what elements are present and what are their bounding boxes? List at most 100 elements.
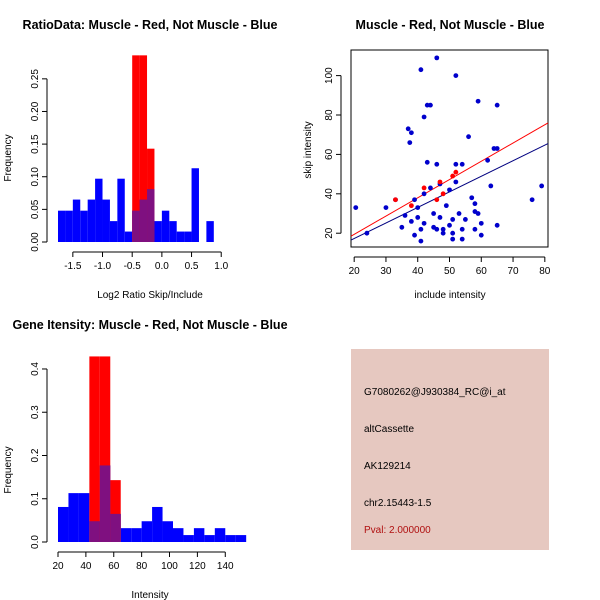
scatter-blue-point — [418, 238, 424, 244]
ratio-blue-bar — [161, 210, 170, 242]
intensity-scatter: Muscle - Red, Not Muscle - Blue 20 30 40 50… — [303, 18, 551, 301]
scatter-blue-point — [475, 98, 481, 104]
scatter-blue-point — [456, 211, 462, 216]
ratio-overlap-bar — [132, 210, 140, 242]
gene-x-tick-label: 60 — [108, 561, 120, 572]
gene-blue-bar — [78, 493, 90, 542]
gene-blue-bar — [235, 535, 247, 542]
ratio-x-tick-label: -0.5 — [124, 261, 142, 272]
ratio-red-bar — [139, 55, 148, 243]
scatter-blue-point — [459, 161, 465, 167]
ratio-x-tick-label: -1.0 — [94, 261, 112, 272]
scatter-blue-point — [443, 203, 449, 209]
ratio-blue-bar — [124, 231, 133, 242]
scatter-y-tick-label: 20 — [324, 227, 335, 239]
scatter-blue-point — [450, 217, 456, 222]
scatter-blue-point — [494, 146, 500, 151]
ratio-blue-bar — [95, 178, 103, 242]
ratio-blue-bar — [102, 199, 110, 242]
ratio-y-tick-label: 0.05 — [30, 199, 41, 219]
gene-x-label: Intensity — [131, 590, 168, 600]
scatter-x-tick-label: 40 — [412, 266, 424, 277]
gene-blue-bar — [193, 528, 205, 542]
ratio-blue-bar — [117, 178, 125, 242]
ratio-blue-bar — [191, 168, 199, 242]
scatter-y-tick-label: 80 — [324, 109, 335, 121]
ratio-red-bar — [132, 55, 140, 243]
scatter-x-tick-label: 70 — [507, 266, 519, 277]
accession-text: AK129214 — [364, 461, 411, 472]
ratio-y-tick-label: 0.15 — [30, 134, 41, 154]
gene-blue-bar — [68, 493, 79, 542]
gene-blue-bar — [162, 521, 173, 542]
scatter-blue-point — [405, 126, 411, 132]
scatter-red-point — [437, 179, 443, 185]
scatter-red-point — [434, 197, 440, 203]
ratio-blue-bar — [169, 221, 177, 242]
gene-x-tick-label: 80 — [136, 561, 148, 572]
event-type-text: altCassette — [364, 424, 415, 435]
scatter-x-axis: 20 30 40 50 60 70 80 — [349, 256, 551, 277]
scatter-blue-point — [453, 179, 459, 185]
gene-x-tick-label: 140 — [217, 561, 234, 572]
gene-red-bar — [89, 356, 100, 542]
ratio-x-axis: -1.5 -1.0 -0.5 0.0 0.5 1.0 — [64, 251, 229, 272]
scatter-fit-line — [350, 122, 549, 237]
scatter-blue-point — [466, 134, 471, 140]
location-text: chr2.15443-1.5 — [364, 498, 432, 509]
scatter-y-tick-label: 100 — [324, 67, 335, 84]
scatter-y-label: skip intensity — [303, 121, 314, 178]
scatter-blue-point — [412, 232, 417, 238]
scatter-blue-point — [462, 217, 468, 222]
scatter-blue-point — [421, 114, 427, 120]
scatter-blue-point — [421, 191, 427, 197]
scatter-fit-lines — [350, 122, 549, 241]
scatter-blue-point — [353, 205, 359, 211]
scatter-blue-point — [472, 226, 478, 232]
scatter-y-axis: 20 40 60 80 100 — [324, 67, 342, 239]
scatter-blue-point — [494, 222, 500, 228]
gene-blue-bar — [225, 535, 236, 542]
gene-blue-bar — [141, 521, 153, 542]
ratio-y-tick-label: 0.00 — [30, 232, 41, 252]
gene-y-axis: 0.0 0.1 0.2 0.3 0.4 — [30, 362, 48, 549]
gene-y-tick-label: 0.0 — [30, 535, 41, 549]
gene-overlap-bar — [89, 521, 100, 542]
ratio-y-tick-label: 0.20 — [30, 101, 41, 121]
scatter-blue-point — [478, 220, 484, 226]
scatter-x-tick-label: 60 — [476, 266, 488, 277]
gene-info-panel: G7080262@J930384_RC@i_at altCassette AK1… — [351, 349, 549, 550]
scatter-blue-point — [428, 185, 433, 191]
ratio-overlap-bar — [139, 199, 148, 242]
scatter-blue-point — [485, 157, 491, 163]
scatter-blue-point — [407, 140, 413, 145]
gene-blue-bar — [214, 528, 226, 542]
scatter-blue-point — [453, 161, 459, 167]
scatter-blue-point — [431, 211, 437, 216]
ratio-y-tick-label: 0.25 — [30, 69, 41, 89]
gene-intensity-histogram: Gene Itensity: Muscle - Red, Not Muscle … — [3, 318, 288, 600]
ratio-x-label: Log2 Ratio Skip/Include — [97, 290, 203, 301]
gene-y-label: Frequency — [3, 446, 14, 493]
scatter-blue-point — [539, 183, 545, 189]
ratio-x-tick-label: 1.0 — [214, 261, 228, 272]
scatter-blue-point — [475, 211, 481, 216]
ratio-y-tick-label: 0.10 — [30, 167, 41, 187]
scatter-blue-point — [472, 201, 478, 207]
scatter-blue-point — [440, 230, 446, 236]
gene-overlap-bar — [110, 513, 121, 542]
scatter-blue-point — [412, 197, 417, 203]
scatter-blue-point — [447, 222, 452, 228]
gene-blue-bar — [173, 528, 184, 542]
scatter-blue-point — [450, 230, 456, 236]
scatter-blue-point — [399, 224, 405, 230]
gene-x-tick-label: 120 — [189, 561, 206, 572]
ratio-blue-bar — [184, 231, 192, 242]
gene-blue-bar — [183, 535, 194, 542]
ratio-chart-title: RatioData: Muscle - Red, Not Muscle - Bl… — [23, 18, 278, 32]
ratio-y-label: Frequency — [3, 134, 14, 181]
ratio-x-tick-label: 0.0 — [155, 261, 169, 272]
gene-y-tick-label: 0.3 — [30, 405, 41, 419]
scatter-blue-point — [434, 161, 440, 167]
